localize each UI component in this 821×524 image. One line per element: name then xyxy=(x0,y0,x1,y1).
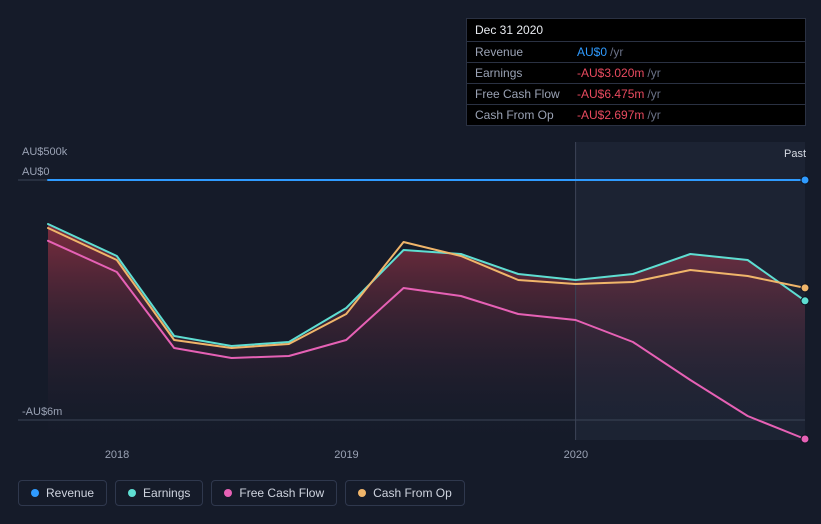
y-axis-tick-label: -AU$6m xyxy=(22,406,62,418)
legend-item[interactable]: Earnings xyxy=(115,480,203,506)
legend-label: Free Cash Flow xyxy=(239,486,324,500)
chart-svg xyxy=(0,0,821,470)
legend: Revenue Earnings Free Cash Flow Cash From O… xyxy=(18,480,465,506)
y-axis-tick-label: AU$0 xyxy=(22,166,50,178)
legend-label: Revenue xyxy=(46,486,94,500)
x-axis-tick-label: 2019 xyxy=(334,449,358,461)
legend-label: Earnings xyxy=(143,486,190,500)
legend-item[interactable]: Revenue xyxy=(18,480,107,506)
legend-item[interactable]: Cash From Op xyxy=(345,480,465,506)
time-label: Past xyxy=(784,148,806,160)
chart xyxy=(0,0,821,470)
x-axis-tick-label: 2018 xyxy=(105,449,129,461)
legend-dot-icon xyxy=(224,489,232,497)
legend-label: Cash From Op xyxy=(373,486,452,500)
legend-dot-icon xyxy=(358,489,366,497)
legend-dot-icon xyxy=(31,489,39,497)
legend-item[interactable]: Free Cash Flow xyxy=(211,480,337,506)
y-axis-tick-label: AU$500k xyxy=(22,146,67,158)
legend-dot-icon xyxy=(128,489,136,497)
x-axis-tick-label: 2020 xyxy=(564,449,588,461)
